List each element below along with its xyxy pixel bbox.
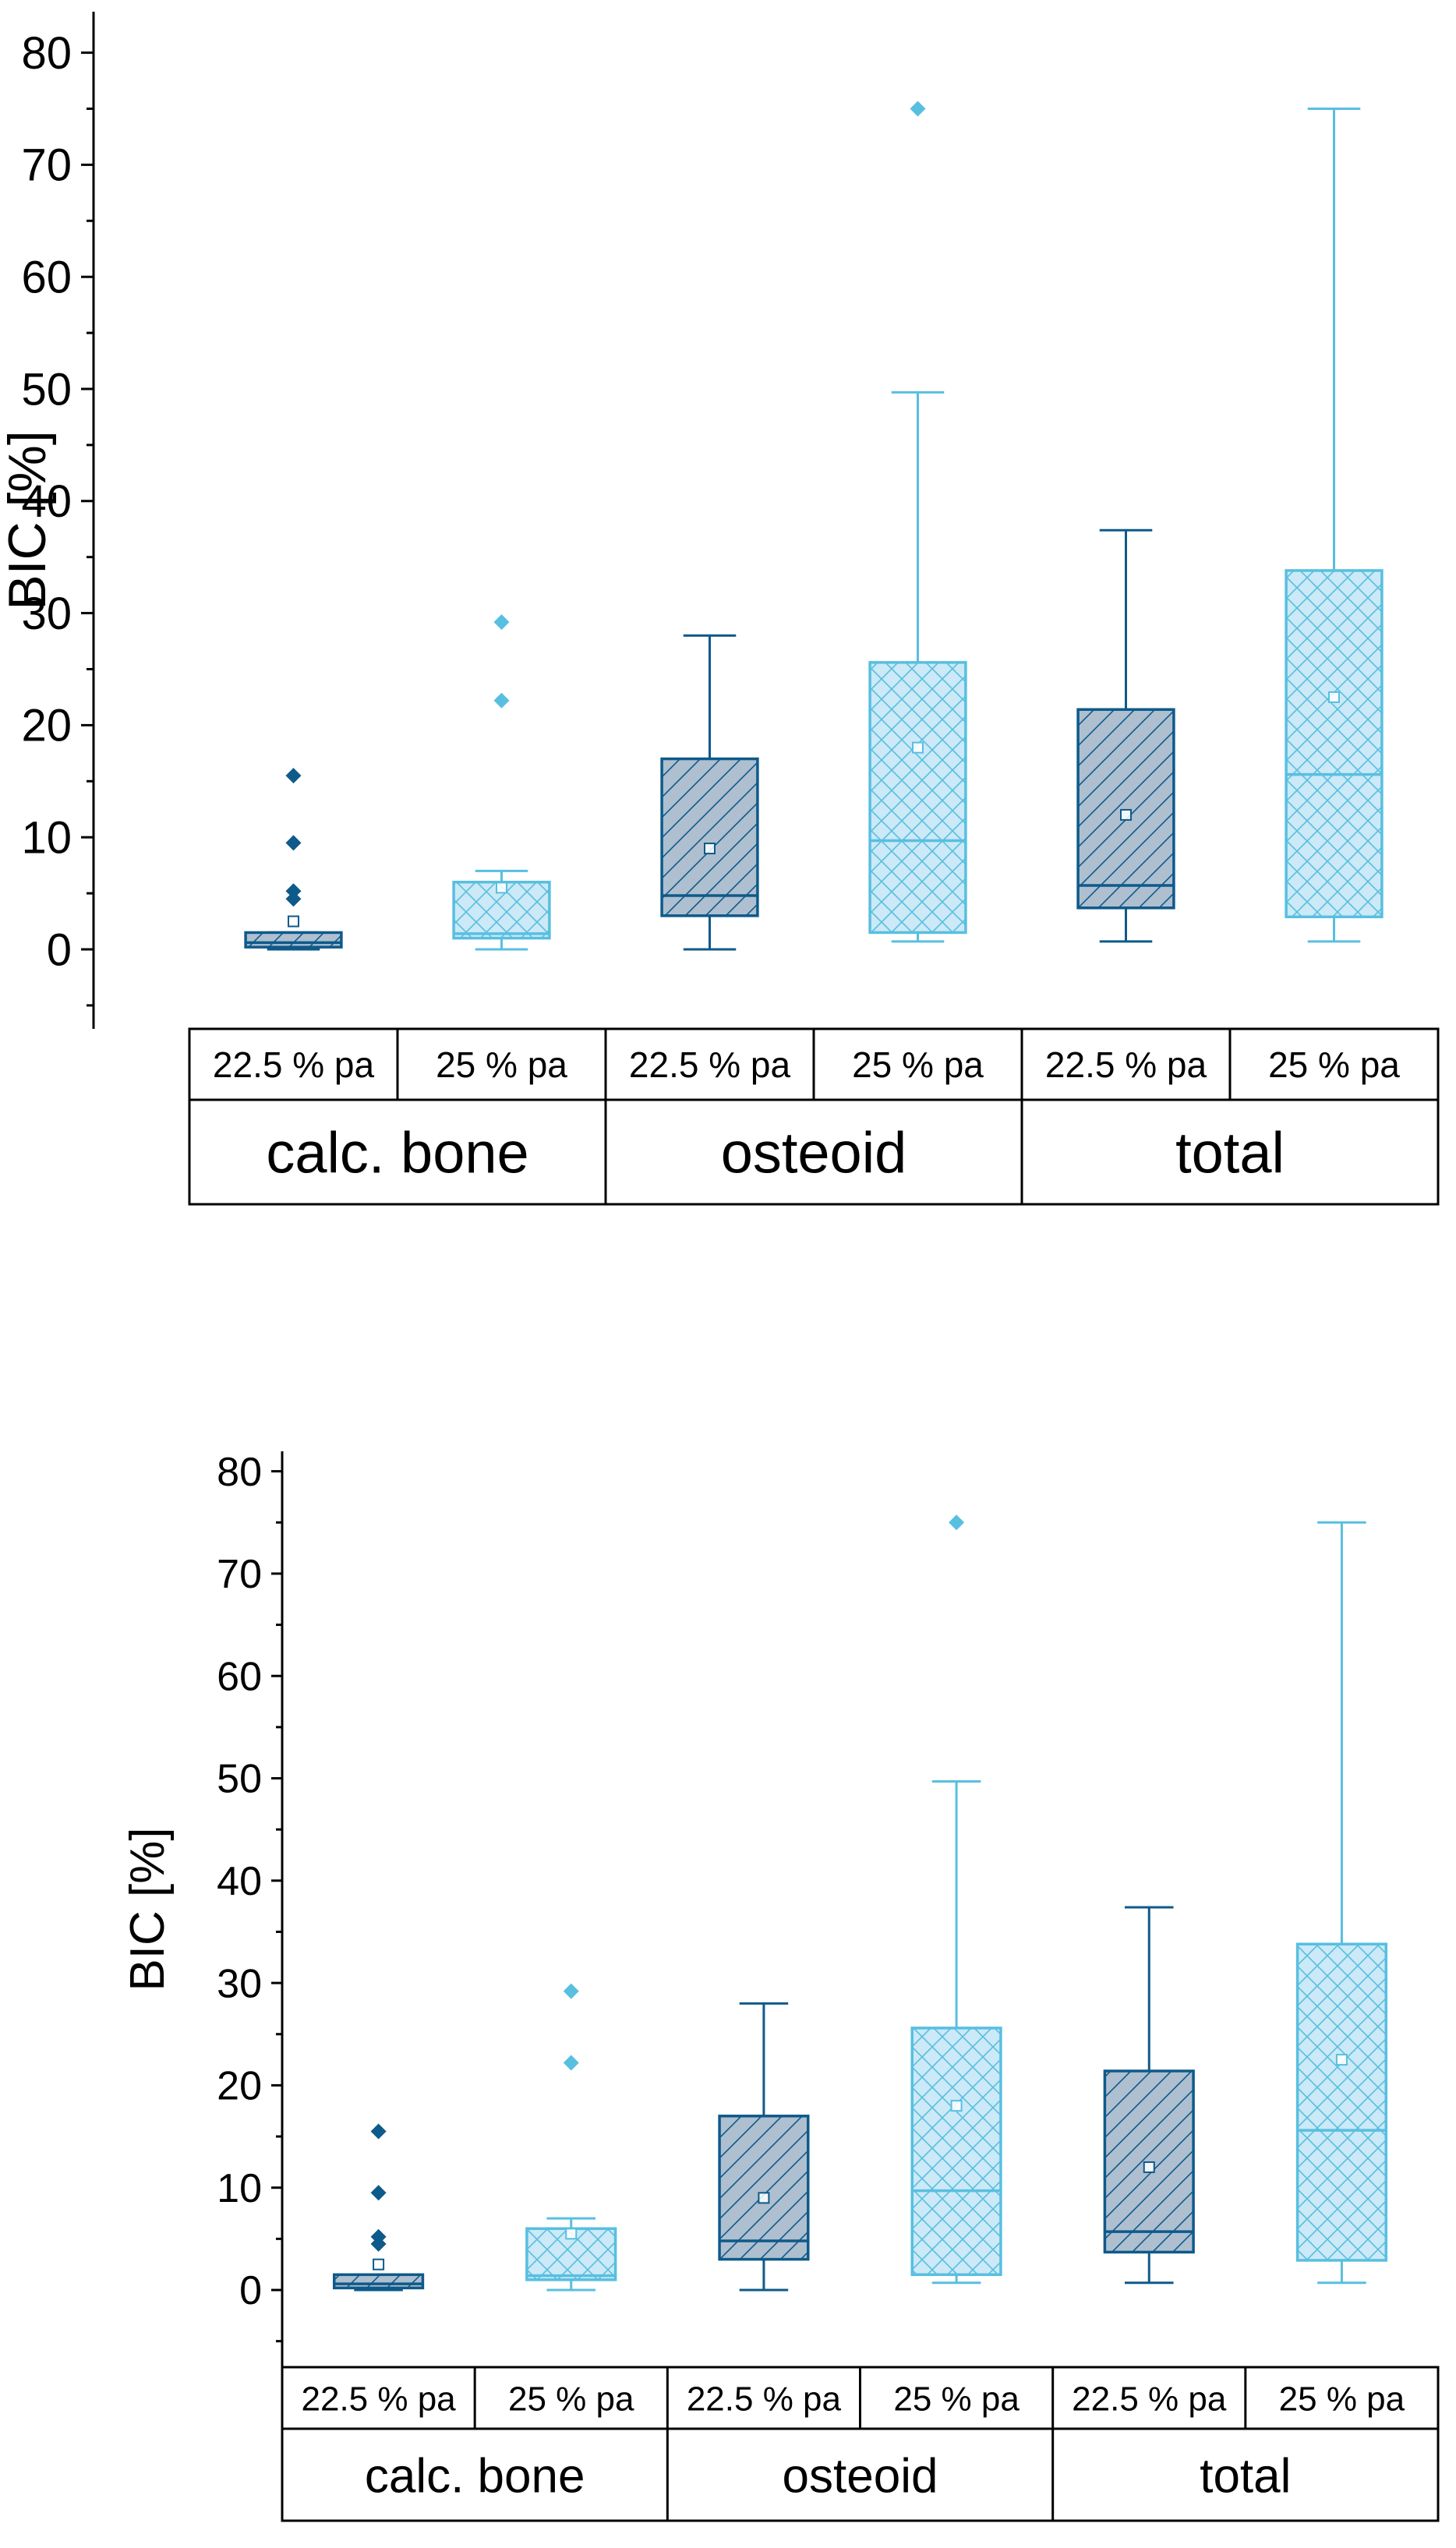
box-total-22-5 [1076, 528, 1175, 943]
y-axis-title: BIC [%] [121, 1827, 175, 1991]
subgroup-label: 25 % pa [1268, 1044, 1400, 1085]
box-calc-bone-22-5 [332, 2123, 425, 2292]
subgroup-label: 22.5 % pa [629, 1044, 791, 1085]
box-calc-bone-25 [525, 1983, 617, 2292]
box-osteoid-22-5 [660, 634, 759, 951]
mean-marker [1328, 691, 1340, 703]
outlier-point [285, 883, 302, 899]
box-iqr [910, 2027, 1002, 2277]
box-iqr [1295, 1942, 1388, 2262]
box-osteoid-22-5 [718, 2002, 810, 2292]
group-label: calc. bone [365, 2449, 585, 2503]
mean-marker [950, 2100, 963, 2112]
box-total-25 [1295, 1521, 1388, 2285]
mean-marker [496, 882, 507, 894]
mean-marker [1120, 808, 1132, 821]
y-tick-label: 0 [239, 2268, 262, 2313]
box-osteoid-25 [910, 1514, 1002, 2285]
subgroup-label: 25 % pa [436, 1044, 567, 1085]
outlier-point [910, 101, 926, 117]
subgroup-label: 25 % pa [893, 2380, 1020, 2418]
y-tick-label: 80 [21, 28, 72, 79]
box-osteoid-25 [868, 101, 967, 943]
mean-marker [1143, 2161, 1155, 2173]
group-label: osteoid [721, 1121, 907, 1186]
outlier-point [285, 835, 302, 851]
y-tick-label: 40 [21, 476, 72, 527]
mean-marker [288, 915, 299, 928]
outlier-point [563, 1983, 579, 1999]
outlier-point [285, 891, 302, 907]
group-label: total [1175, 1121, 1285, 1186]
subgroup-label: 25 % pa [852, 1044, 984, 1085]
subgroup-label: 25 % pa [508, 2380, 634, 2418]
y-tick-label: 20 [21, 701, 72, 751]
group-label: calc. bone [266, 1121, 528, 1186]
y-tick-label: 60 [217, 1654, 262, 1699]
outlier-point [563, 2055, 579, 2071]
mean-marker [1335, 2054, 1348, 2066]
y-tick-label: 80 [217, 1450, 262, 1495]
subgroup-label: 22.5 % pa [1045, 1044, 1207, 1085]
y-tick-label: 70 [217, 1552, 262, 1597]
y-tick-label: 30 [217, 1961, 262, 2006]
subgroup-label: 25 % pa [1279, 2380, 1405, 2418]
box-total-22-5 [1103, 1906, 1195, 2285]
y-tick-label: 20 [217, 2064, 262, 2109]
chart-bottom: 0 10 20 30 40 50 60 70 80 BIC [%] 22.5 % pa 25 % pa… [121, 1450, 1440, 2522]
y-axis-title: BIC [%] [0, 430, 57, 610]
group-label: total [1200, 2449, 1291, 2503]
subgroup-label: 22.5 % pa [687, 2380, 842, 2418]
y-tick-label: 70 [21, 140, 72, 191]
outlier-point [285, 768, 302, 784]
subgroup-label: 22.5 % pa [213, 1044, 375, 1085]
box-iqr [868, 661, 967, 935]
box-calc-bone-22-5 [244, 768, 343, 951]
y-tick-label: 0 [47, 924, 72, 975]
outlier-point [370, 2123, 387, 2140]
y-tick-label: 50 [217, 1757, 262, 1802]
y-tick-label: 50 [21, 364, 72, 415]
box-iqr [1076, 708, 1175, 910]
y-tick-label: 40 [217, 1859, 262, 1904]
outlier-point [493, 692, 510, 709]
y-tick-label: 10 [21, 813, 72, 864]
chart-top: 0 10 20 30 40 50 60 70 80 BIC [%] 22.5 % pa 25 % pa… [0, 12, 1440, 1206]
mean-marker [373, 2258, 385, 2271]
y-tick-label: 10 [217, 2166, 262, 2211]
group-label: osteoid [783, 2449, 938, 2503]
outlier-point [949, 1514, 965, 1531]
y-tick-label: 30 [21, 588, 72, 639]
box-total-25 [1285, 108, 1384, 943]
subgroup-label: 22.5 % pa [1072, 2380, 1227, 2418]
box-iqr [244, 931, 343, 949]
subgroup-label: 22.5 % pa [302, 2380, 457, 2418]
mean-marker [704, 843, 716, 855]
mean-marker [912, 741, 924, 754]
box-iqr [332, 2273, 425, 2290]
box-iqr [1285, 569, 1384, 919]
box-calc-bone-25 [452, 614, 551, 951]
outlier-point [493, 614, 510, 631]
outlier-point [370, 2228, 387, 2245]
mean-marker [758, 2192, 770, 2204]
mean-marker [565, 2228, 578, 2240]
box-iqr [660, 757, 759, 917]
y-tick-label: 60 [21, 253, 72, 303]
outlier-point [370, 2185, 387, 2201]
box-iqr [718, 2115, 810, 2261]
